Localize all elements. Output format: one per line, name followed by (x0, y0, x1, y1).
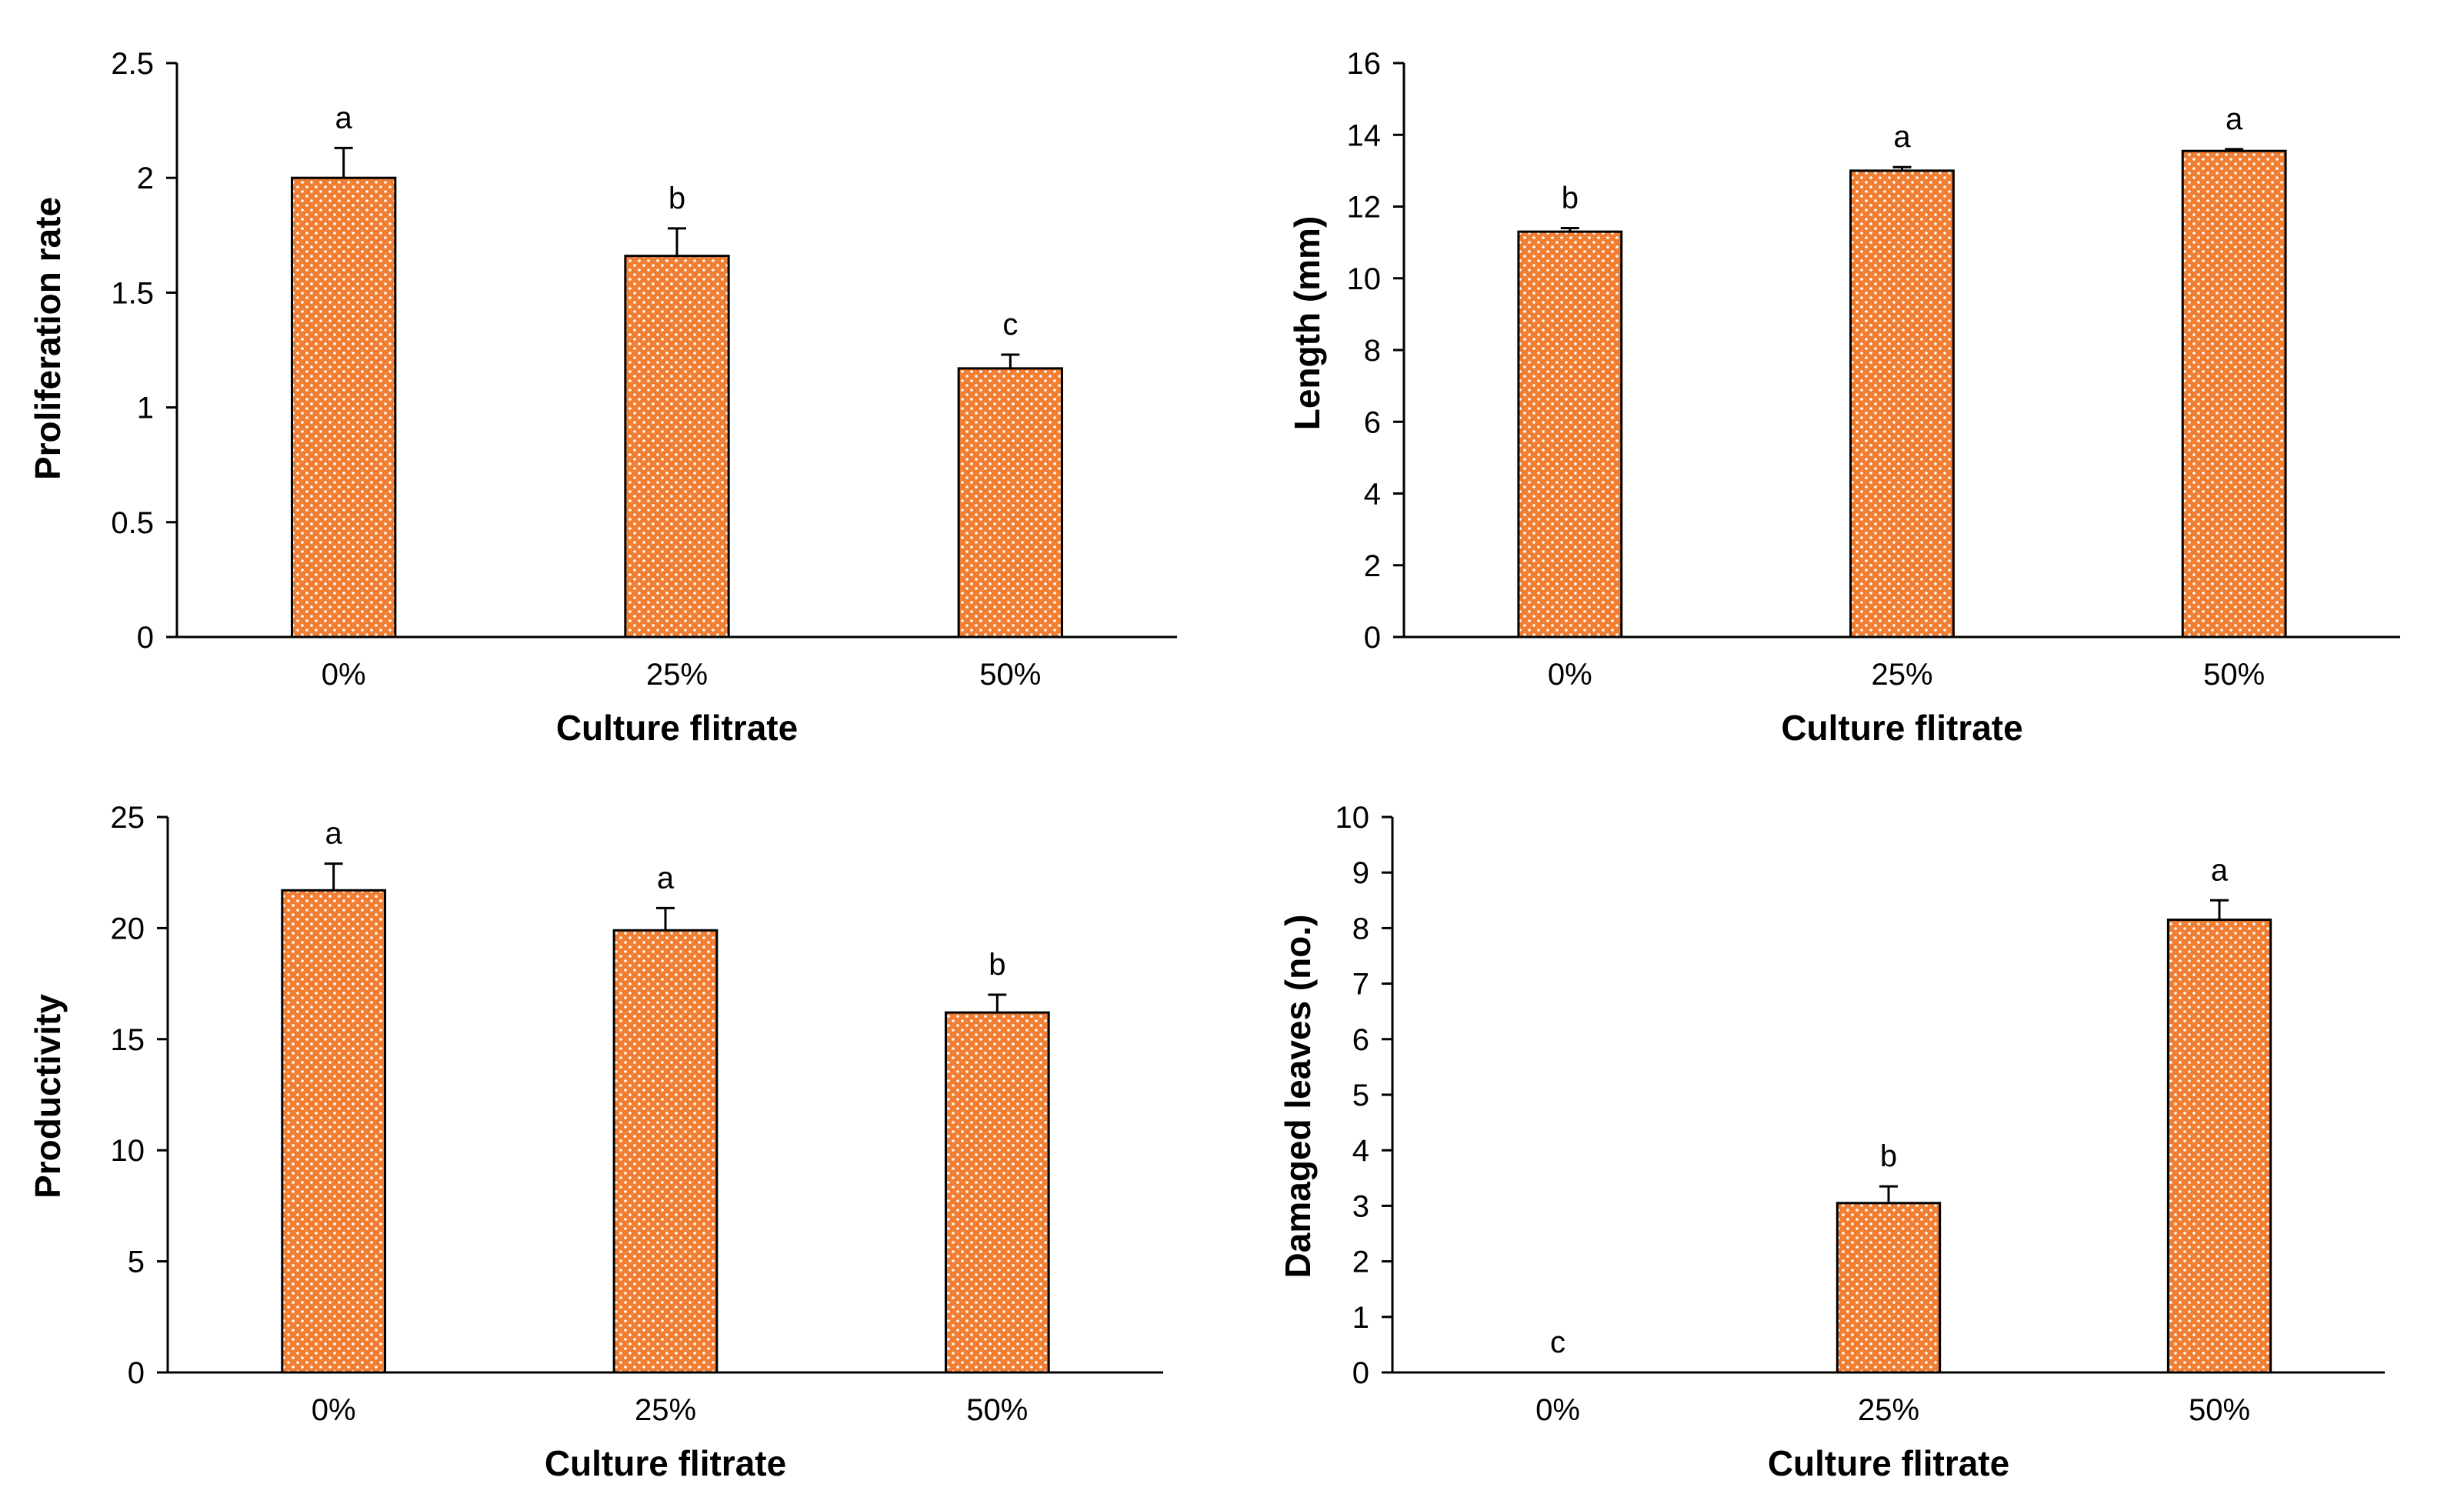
y-tick-label: 0 (137, 621, 154, 655)
y-tick-label: 9 (1352, 856, 1369, 890)
y-tick-label: 7 (1352, 968, 1369, 1002)
significance-letter: a (657, 861, 675, 895)
y-tick-label: 5 (128, 1246, 145, 1279)
x-tick-label: 25% (635, 1393, 696, 1427)
y-tick-label: 0 (1364, 621, 1381, 655)
x-tick-label: 25% (1858, 1393, 1919, 1427)
significance-letter: a (1893, 120, 1911, 154)
y-tick-label: 10 (1347, 262, 1382, 296)
x-axis-title: Culture flitrate (556, 708, 798, 748)
y-tick-label: 15 (111, 1023, 145, 1057)
bar-50pct (2181, 149, 2287, 639)
y-tick-label: 1 (137, 392, 154, 425)
chart-proliferation-rate: 0 0.5 1 1.5 2 2.5 a 0% b 25% c 50% Culture flitrate P… (28, 47, 1177, 748)
y-tick-label: 2.5 (111, 47, 154, 81)
significance-letter: a (2226, 102, 2243, 136)
y-tick-label: 2 (1352, 1246, 1369, 1279)
significance-letter: a (2211, 853, 2229, 887)
bar-0pct (291, 176, 397, 639)
bar-0pct (281, 889, 387, 1374)
y-tick-label: 3 (1352, 1189, 1369, 1223)
significance-letter: c (1550, 1326, 1565, 1359)
x-tick-label: 0% (1548, 658, 1592, 692)
y-tick-label: 2 (1364, 549, 1381, 583)
significance-letter: b (669, 182, 685, 215)
x-axis-title: Culture flitrate (1781, 708, 2022, 748)
y-tick-label: 0 (128, 1356, 145, 1390)
x-tick-label: 0% (322, 658, 366, 692)
bar-25pct (1835, 1202, 1942, 1374)
significance-letter: a (335, 101, 353, 135)
y-tick-label: 8 (1352, 912, 1369, 945)
y-tick-label: 10 (1335, 801, 1370, 835)
y-tick-label: 12 (1347, 191, 1382, 225)
y-tick-label: 1.5 (111, 276, 154, 310)
significance-letter: b (989, 948, 1005, 982)
significance-letter: c (1002, 308, 1018, 342)
y-axis-title: Productivity (28, 994, 68, 1199)
y-tick-label: 14 (1347, 118, 1382, 152)
y-axis-title: Damaged leaves (no.) (1278, 915, 1318, 1279)
y-tick-label: 10 (111, 1134, 145, 1168)
bar-25pct (1849, 169, 1955, 639)
significance-letter: a (325, 817, 343, 851)
y-tick-label: 5 (1352, 1079, 1369, 1112)
x-tick-label: 0% (312, 1393, 356, 1427)
y-tick-label: 4 (1364, 478, 1381, 512)
y-axis-title: Proliferation rate (28, 197, 68, 480)
y-tick-label: 0.5 (111, 506, 154, 540)
bar-25pct (612, 929, 719, 1374)
bar-50pct (2166, 919, 2272, 1374)
x-tick-label: 25% (1871, 658, 1932, 692)
bar-50pct (944, 1011, 1050, 1374)
x-tick-label: 0% (1535, 1393, 1580, 1427)
y-tick-label: 4 (1352, 1134, 1369, 1168)
y-tick-label: 8 (1364, 334, 1381, 368)
x-axis-title: Culture flitrate (545, 1443, 786, 1483)
chart-productivity: 0 5 10 15 20 25 a 0% a 25% b 50% Culture flitrate Pro… (28, 801, 1163, 1483)
x-axis-title: Culture flitrate (1768, 1443, 2009, 1483)
y-tick-label: 16 (1347, 47, 1382, 81)
y-axis-title: Length (mm) (1287, 216, 1327, 431)
significance-letter: b (1880, 1139, 1897, 1173)
y-tick-label: 2 (137, 162, 154, 195)
x-tick-label: 50% (966, 1393, 1028, 1427)
y-tick-label: 25 (111, 801, 145, 835)
y-tick-label: 6 (1352, 1023, 1369, 1057)
significance-letter: b (1562, 181, 1579, 215)
x-tick-label: 50% (2203, 658, 2265, 692)
y-tick-label: 20 (111, 912, 145, 945)
bar-25pct (624, 255, 730, 639)
bar-50pct (957, 367, 1063, 639)
y-tick-label: 6 (1364, 405, 1381, 439)
x-tick-label: 25% (646, 658, 708, 692)
x-tick-label: 50% (2189, 1393, 2250, 1427)
y-tick-label: 1 (1352, 1301, 1369, 1335)
x-tick-label: 50% (979, 658, 1041, 692)
y-tick-label: 0 (1352, 1356, 1369, 1390)
chart-damaged-leaves: 0 1 2 3 4 5 6 7 8 9 10 c 0% b 25% a 50% Culture flitrate D… (1278, 801, 2385, 1483)
bar-0pct (1517, 230, 1623, 639)
chart-length: 0 2 4 6 8 10 12 14 16 b 0% a 25% a 50% Culture flitrate… (1287, 47, 2400, 748)
